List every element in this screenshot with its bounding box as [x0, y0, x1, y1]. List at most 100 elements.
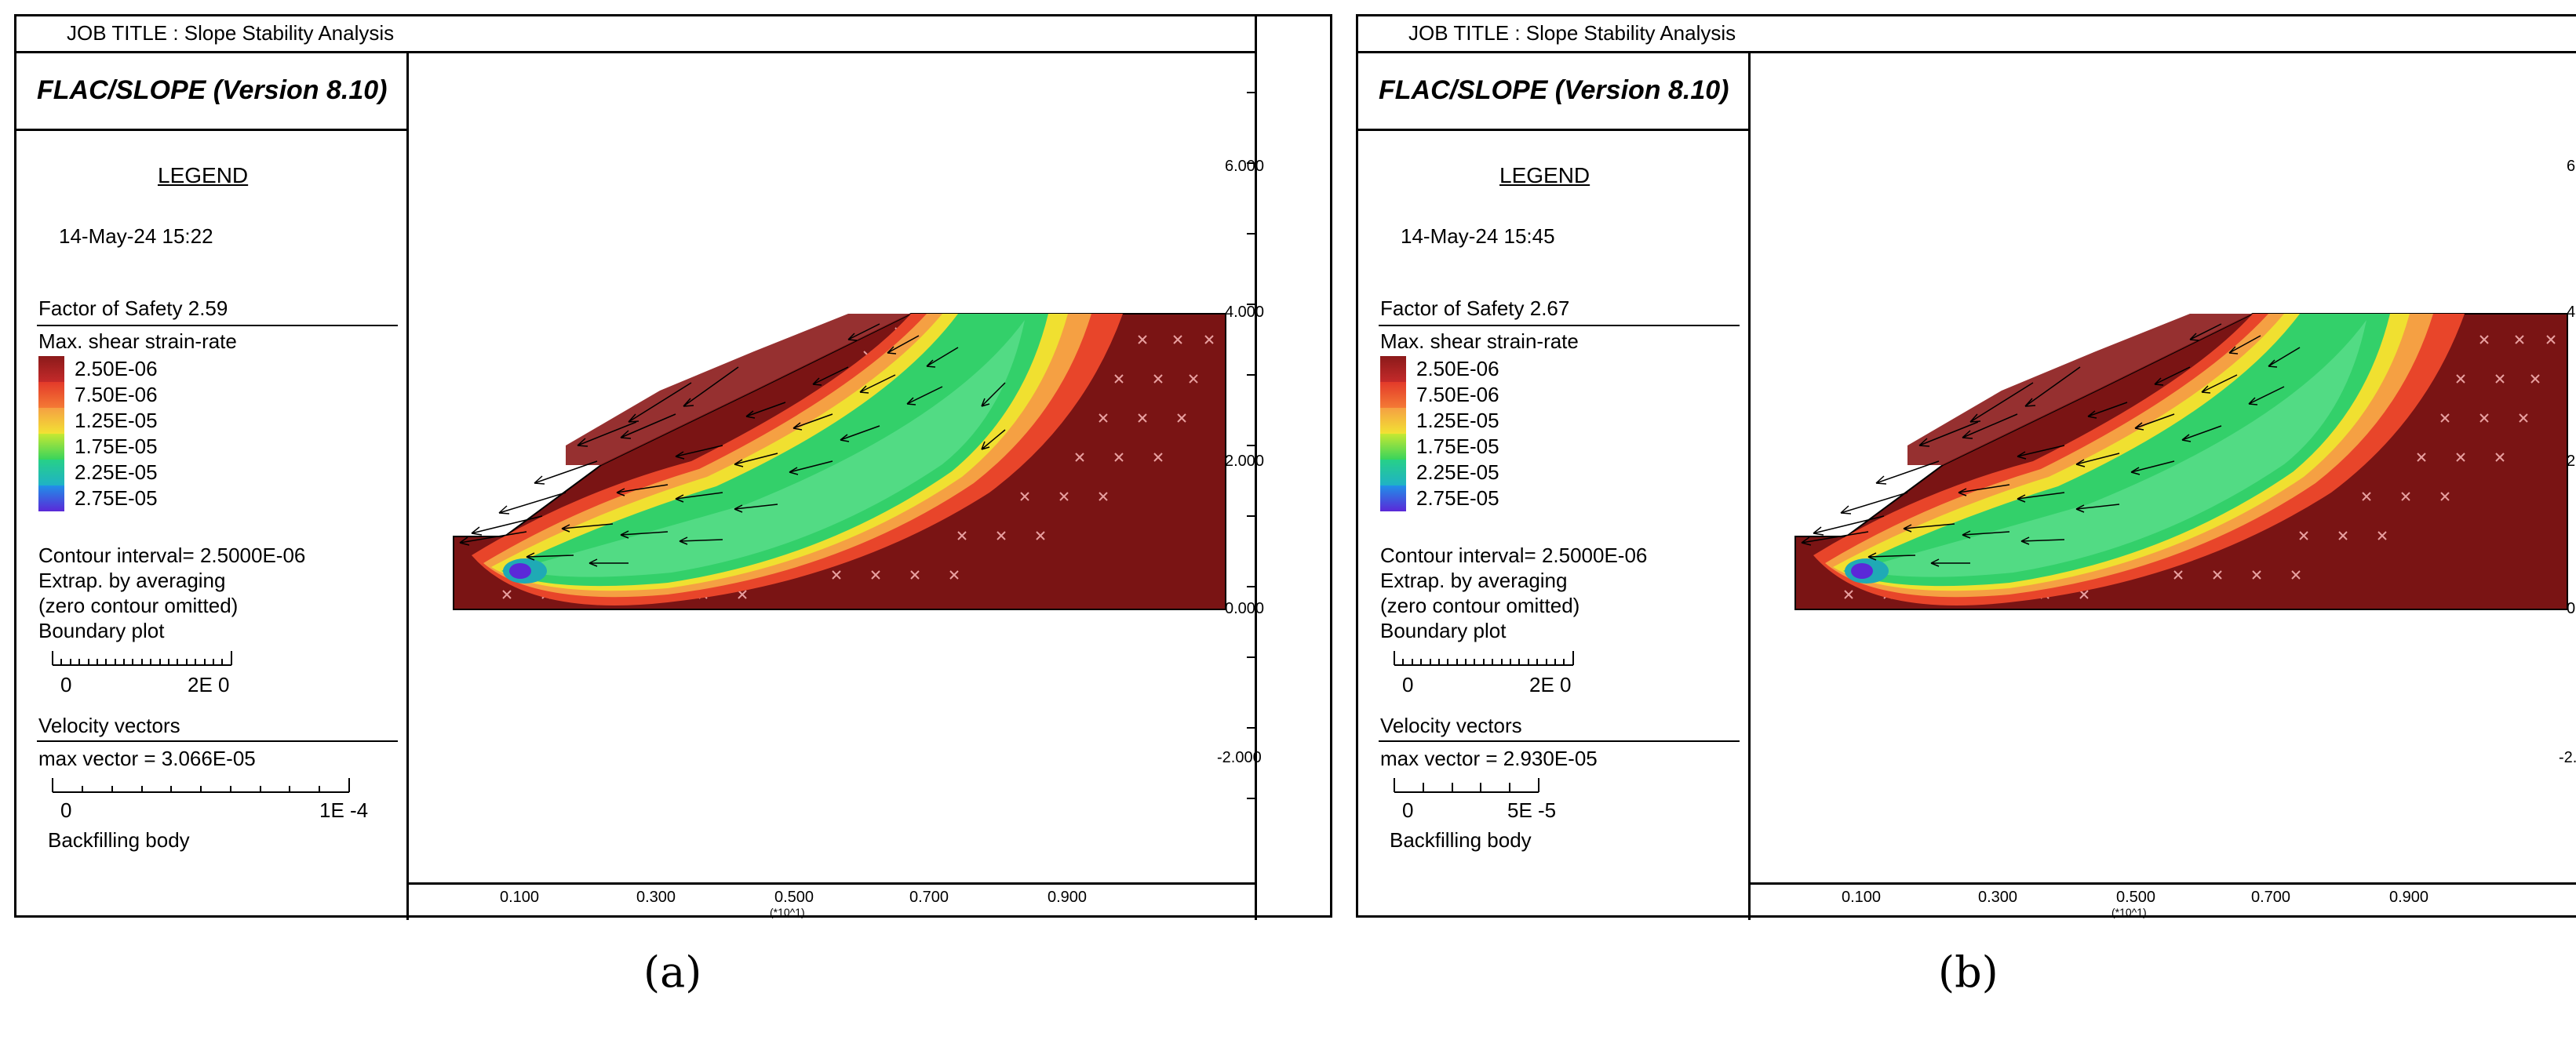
legend-heading: LEGEND	[1499, 163, 1590, 187]
job-title-bar: JOB TITLE : Slope Stability Analysis	[16, 16, 1255, 53]
contour-swatch	[1380, 434, 1406, 460]
extrapolation-note: Extrap. by averaging	[38, 569, 226, 592]
backfilling-body-label: Backfilling body	[1390, 828, 1532, 852]
job-title: JOB TITLE : Slope Stability Analysis	[67, 21, 395, 45]
y-tick-label: 0.000	[1225, 600, 1265, 617]
panel-b: JOB TITLE : Slope Stability Analysis FLA…	[1356, 14, 2576, 920]
contour-label: 1.75E-05	[1416, 435, 1499, 458]
contour-swatch	[38, 434, 64, 460]
y-tick-label: -2.000	[1217, 749, 1262, 766]
shear-band-inner	[515, 320, 1025, 577]
x-tick-label: 0.300	[1978, 889, 2018, 906]
contour-label: 2.50E-06	[1416, 357, 1499, 380]
y-axis-ticks	[1247, 92, 1255, 799]
velocity-vectors	[459, 323, 1006, 567]
contour-entry: 7.50E-06	[1380, 382, 1725, 408]
contour-swatch	[38, 460, 64, 485]
x-multiplier: (*10^1)	[2111, 906, 2147, 918]
boundary-plot-label: Boundary plot	[1380, 619, 1507, 642]
x-tick-label: 0.900	[1048, 889, 1088, 906]
shear-strain-title: Max. shear strain-rate	[1380, 329, 1579, 353]
y-tick-label: 2.000	[2567, 453, 2576, 470]
vector-scale-start: 0	[60, 798, 72, 822]
y-tick-label: 6.000	[1225, 158, 1265, 175]
velocity-vectors-title: Velocity vectors	[38, 714, 180, 737]
x-tick-label: 0.700	[909, 889, 949, 906]
legend-panel: FLAC/SLOPE (Version 8.10) LEGEND 14-May-…	[1358, 53, 1751, 920]
axis-strip-divider	[1255, 16, 1257, 920]
x-axis-divider	[409, 882, 1255, 885]
model-plot	[1751, 53, 2576, 882]
timestamp: 14-May-24 15:22	[59, 224, 213, 248]
x-tick-label: 0.500	[2116, 889, 2156, 906]
boundary-scale-bar	[52, 651, 232, 666]
contour-label: 7.50E-06	[75, 383, 158, 406]
program-name: FLAC/SLOPE (Version 8.10)	[37, 75, 388, 105]
legend-rule	[1379, 325, 1740, 326]
contour-entry: 1.75E-05	[1380, 434, 1725, 460]
slope-model-svg	[1794, 313, 2568, 610]
boundary-scale-start: 0	[60, 673, 72, 696]
contour-label: 1.25E-05	[1416, 409, 1499, 432]
x-tick-label: 0.500	[774, 889, 814, 906]
shear-concentration-peak	[1851, 563, 1873, 579]
job-title: JOB TITLE : Slope Stability Analysis	[1408, 21, 1736, 45]
contour-swatch	[1380, 382, 1406, 408]
x-tick-label: 0.300	[636, 889, 676, 906]
contour-swatch	[1380, 485, 1406, 511]
zero-contour-note: (zero contour omitted)	[38, 594, 239, 617]
program-box: FLAC/SLOPE (Version 8.10)	[16, 53, 406, 131]
contour-entry: 2.25E-05	[1380, 460, 1725, 485]
contour-label: 7.50E-06	[1416, 383, 1499, 406]
contour-entry: 2.50E-06	[1380, 356, 1725, 382]
max-vector: max vector = 3.066E-05	[38, 747, 256, 770]
caption-a: (a)	[643, 947, 702, 997]
legend-panel: FLAC/SLOPE (Version 8.10) LEGEND 14-May-…	[16, 53, 409, 920]
vector-scale-start: 0	[1402, 798, 1414, 822]
contour-entry: 7.50E-06	[38, 382, 384, 408]
boundary-scale-bar	[1394, 651, 1574, 666]
y-tick-label: 2.000	[1225, 453, 1265, 470]
contour-swatch	[38, 382, 64, 408]
contour-swatch	[38, 485, 64, 511]
legend-rule	[1379, 740, 1740, 742]
contour-interval: Contour interval= 2.5000E-06	[38, 544, 306, 567]
extrapolation-note: Extrap. by averaging	[1380, 569, 1568, 592]
shear-concentration-peak	[509, 563, 531, 579]
contour-entry: 2.25E-05	[38, 460, 384, 485]
velocity-vectors	[1801, 323, 2301, 567]
contour-entry: 2.50E-06	[38, 356, 384, 382]
contour-label: 2.25E-05	[1416, 460, 1499, 484]
contour-entry: 2.75E-05	[1380, 485, 1725, 511]
job-title-bar: JOB TITLE : Slope Stability Analysis	[1358, 16, 2576, 53]
panel-a: JOB TITLE : Slope Stability Analysis FLA…	[14, 14, 1332, 920]
x-tick-label: 0.100	[1842, 889, 1882, 906]
boundary-scale-end: 2E 0	[1529, 673, 1572, 696]
vector-scale-end: 1E -4	[319, 798, 369, 822]
sliding-mass	[1907, 314, 2253, 465]
factor-of-safety: Factor of Safety 2.59	[38, 296, 228, 320]
model-plot	[409, 53, 1255, 882]
contour-swatch	[1380, 460, 1406, 485]
timestamp: 14-May-24 15:45	[1401, 224, 1555, 248]
y-tick-label: 6.000	[2567, 158, 2576, 175]
boundary-plot-label: Boundary plot	[38, 619, 165, 642]
backfilling-body-label: Backfilling body	[48, 828, 190, 852]
y-tick-label: 4.000	[1225, 304, 1265, 321]
legend-rule	[37, 740, 398, 742]
contour-entry: 2.75E-05	[38, 485, 384, 511]
shear-band-green	[501, 314, 1048, 587]
contour-swatch	[1380, 408, 1406, 434]
contour-label: 2.25E-05	[75, 460, 158, 484]
vector-scale-end: 5E -5	[1507, 798, 1557, 822]
contour-entry: 1.25E-05	[1380, 408, 1725, 434]
y-tick-label: -2.000	[2559, 749, 2576, 766]
slope-model-svg	[453, 92, 1255, 799]
contour-label: 2.50E-06	[75, 357, 158, 380]
shear-strain-title: Max. shear strain-rate	[38, 329, 237, 353]
contour-label: 1.25E-05	[75, 409, 158, 432]
shear-band-green	[1843, 314, 2390, 587]
contour-entry: 1.75E-05	[38, 434, 384, 460]
contour-swatch	[38, 408, 64, 434]
shear-band-inner	[1856, 320, 2366, 577]
